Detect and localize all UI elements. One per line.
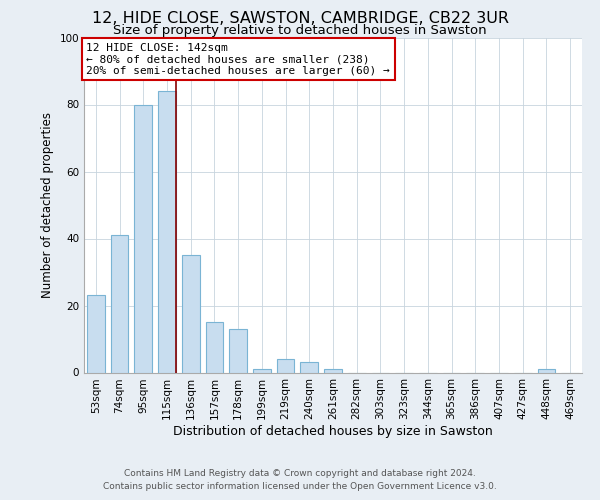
Text: 12 HIDE CLOSE: 142sqm
← 80% of detached houses are smaller (238)
20% of semi-det: 12 HIDE CLOSE: 142sqm ← 80% of detached … xyxy=(86,42,390,76)
Bar xyxy=(87,296,105,372)
X-axis label: Distribution of detached houses by size in Sawston: Distribution of detached houses by size … xyxy=(173,425,493,438)
Text: Contains HM Land Registry data © Crown copyright and database right 2024.
Contai: Contains HM Land Registry data © Crown c… xyxy=(103,469,497,491)
Bar xyxy=(229,329,247,372)
Bar xyxy=(134,104,152,372)
Bar xyxy=(253,369,271,372)
Text: Size of property relative to detached houses in Sawston: Size of property relative to detached ho… xyxy=(113,24,487,37)
Bar xyxy=(324,369,342,372)
Y-axis label: Number of detached properties: Number of detached properties xyxy=(41,112,54,298)
Bar xyxy=(182,255,200,372)
Bar xyxy=(538,369,556,372)
Bar xyxy=(301,362,318,372)
Text: 12, HIDE CLOSE, SAWSTON, CAMBRIDGE, CB22 3UR: 12, HIDE CLOSE, SAWSTON, CAMBRIDGE, CB22… xyxy=(91,11,509,26)
Bar xyxy=(110,235,128,372)
Bar xyxy=(277,359,295,372)
Bar xyxy=(158,91,176,372)
Bar xyxy=(206,322,223,372)
